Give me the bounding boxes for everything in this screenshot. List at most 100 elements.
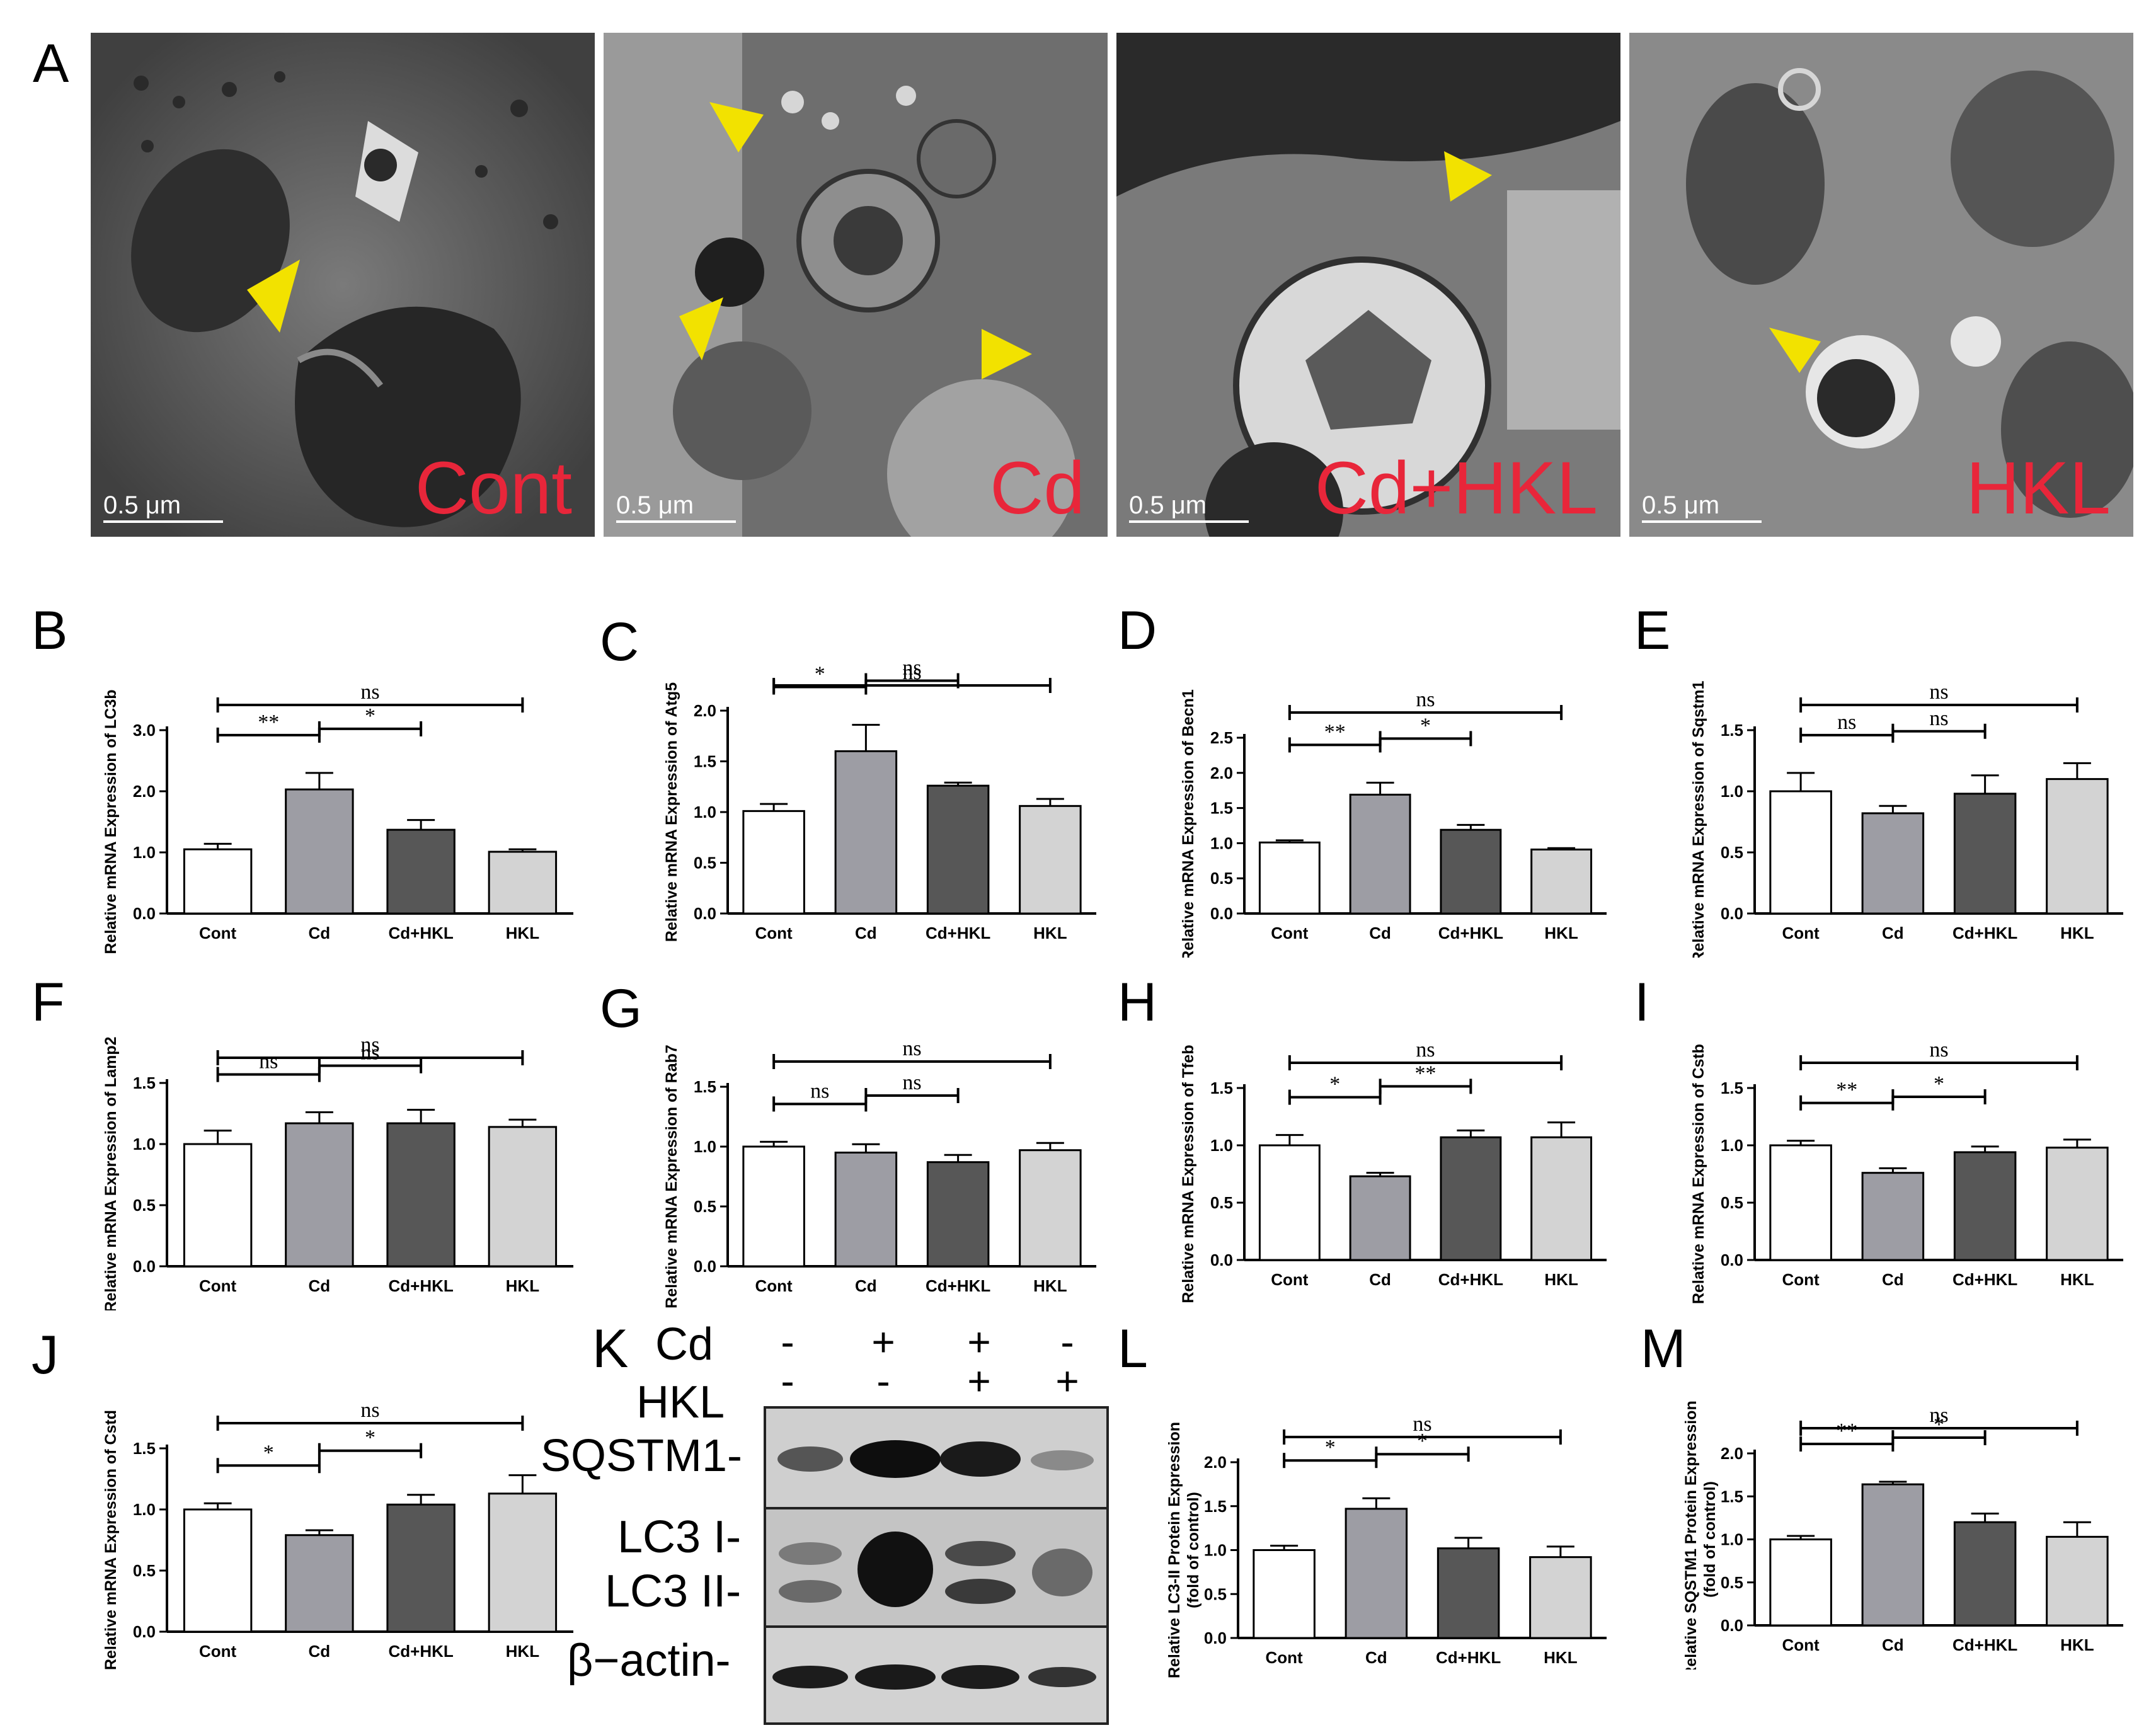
x-tick-label: HKL [1544, 1648, 1578, 1667]
y-tick-label: 0.5 [1204, 1584, 1227, 1603]
scale-bar [1129, 520, 1249, 523]
y-tick-label: 1.5 [133, 1074, 156, 1092]
y-tick-label: 2.0 [1721, 1444, 1743, 1463]
arrowhead-marker [247, 260, 300, 333]
y-tick-label: 1.0 [694, 803, 716, 822]
panel-letter-m: M [1641, 1319, 1686, 1379]
y-tick-label: 0.5 [694, 854, 716, 873]
y-tick-label: 0.5 [1210, 1193, 1233, 1212]
x-tick-label: Cd [855, 1276, 877, 1295]
y-tick-label: 0.0 [1210, 1251, 1233, 1269]
significance-label: ns [259, 1050, 278, 1074]
bar [1530, 848, 1593, 915]
x-tick-label: HKL [2060, 924, 2094, 942]
bar [926, 784, 990, 915]
panel-letter-g: G [600, 978, 642, 1039]
significance-label: * [1329, 1073, 1340, 1096]
x-tick-label: HKL [1033, 924, 1067, 942]
panel-letter-b: B [32, 600, 68, 661]
y-tick-label: 0.0 [133, 1622, 156, 1641]
x-tick-label: HKL [2060, 1635, 2094, 1654]
y-tick-label: 0.5 [1721, 843, 1743, 862]
x-tick-label: HKL [1544, 924, 1578, 942]
bar [1349, 1175, 1411, 1261]
bar-chart-lamp2: Relative mRNA Expression of Lamp2 0.0 0.5 1… [102, 1033, 573, 1310]
x-tick-label: HKL [506, 1642, 540, 1661]
x-tick-label: Cont [1782, 1270, 1820, 1289]
y-axis-label-line: Relative mRNA Expression of Atg5 [663, 682, 680, 942]
x-tick-label: Cd [855, 924, 877, 942]
y-axis-label-line: Relative mRNA Expression of Sqstm1 [1690, 681, 1707, 958]
x-tick-label: HKL [1033, 1276, 1067, 1295]
x-tick-label: Cd+HKL [388, 1276, 453, 1295]
x-tick-label: Cont [755, 1276, 793, 1295]
bar [183, 1508, 253, 1633]
significance-label: ** [258, 711, 279, 734]
scale-bar-label: 0.5 μm [103, 491, 181, 519]
blot-row-label-cd: Cd [655, 1319, 714, 1370]
bar [834, 750, 898, 915]
significance-label: * [1325, 1436, 1336, 1459]
y-tick-label: 1.0 [1721, 782, 1743, 801]
x-tick-label: Cd+HKL [1436, 1648, 1501, 1667]
bar [1953, 793, 2017, 915]
band-label-sqstm1: SQSTM1- [541, 1431, 743, 1481]
y-tick-label: 2.0 [133, 782, 156, 801]
y-tick-label: 1.5 [1204, 1497, 1227, 1516]
significance-label: * [1934, 1072, 1944, 1096]
significance-label: * [1420, 714, 1431, 737]
x-tick-label: HKL [506, 924, 540, 942]
group-label-hkl: HKL [1966, 447, 2111, 530]
panel-letter-d: D [1118, 600, 1157, 661]
bar [1530, 1136, 1593, 1261]
significance-label: ns [1929, 1404, 1948, 1427]
y-axis-label: Relative SQSTM1 Protein Expression(fold … [1682, 1400, 1719, 1669]
significance-label: ** [1836, 1419, 1857, 1443]
bar [1529, 1556, 1592, 1639]
significance-label: ns [1929, 680, 1948, 704]
blot-strip-actin [764, 1625, 1109, 1725]
bar [926, 1161, 990, 1268]
blot-hkl-sign: + [1055, 1358, 1079, 1404]
scale-bar [103, 520, 223, 523]
arrowhead-marker [1444, 151, 1492, 202]
y-axis-label: Relative LC3-II Protein Expression(fold … [1166, 1422, 1202, 1678]
significance-label: ns [360, 1041, 379, 1065]
y-axis-label: Relative mRNA Expression of Lamp2 [102, 1036, 120, 1310]
significance-label: * [365, 704, 376, 728]
x-tick-label: HKL [506, 1276, 540, 1295]
panel-letter-k: K [592, 1319, 629, 1379]
y-tick-label: 0.0 [694, 1257, 716, 1276]
blot-cd-sign: - [781, 1319, 794, 1365]
x-tick-label: Cont [199, 924, 237, 942]
x-tick-label: Cd [309, 1276, 331, 1295]
scale-bar-label: 0.5 μm [1642, 491, 1720, 519]
group-label-cd-hkl: Cd+HKL [1314, 447, 1598, 530]
x-tick-label: Cd+HKL [926, 1276, 990, 1295]
arrowhead-marker [1769, 328, 1821, 373]
y-tick-label: 1.0 [133, 1500, 156, 1519]
bar [488, 1126, 558, 1268]
bar [1258, 1144, 1321, 1261]
band-label-lc3ii: LC3 II- [605, 1566, 742, 1617]
bar-chart-becn1: Relative mRNA Expression of Becn1 0.0 0.5 1… [1179, 688, 1607, 958]
y-tick-label: 1.5 [1721, 721, 1743, 740]
tem-image-hkl: 0.5 μm HKL [1629, 33, 2133, 537]
scale-bar [1642, 520, 1762, 523]
y-tick-label: 0.0 [1210, 904, 1233, 923]
x-tick-label: Cd [1882, 1635, 1904, 1654]
bar [2046, 1147, 2109, 1261]
tem-texture-cd [604, 33, 1108, 537]
panel-letter-i: I [1634, 972, 1649, 1033]
y-axis-label: Relative mRNA Expression of Sqstm1 [1690, 681, 1707, 958]
y-tick-label: 0.5 [1721, 1573, 1743, 1592]
scale-bar-label: 0.5 μm [1129, 491, 1207, 519]
y-axis-label-line: Relative mRNA Expression of Cstb [1690, 1044, 1707, 1304]
band-label-lc3i: LC3 I- [617, 1512, 742, 1562]
y-tick-label: 0.0 [133, 1257, 156, 1276]
y-axis-label-line: (fold of control) [1184, 1492, 1202, 1608]
blot-strip-lc3 [764, 1507, 1109, 1632]
significance-label: ns [1837, 711, 1856, 734]
blot-bands [766, 1628, 1106, 1722]
bar-chart-cstd: Relative mRNA Expression of Cstd 0.0 0.5 1.… [102, 1399, 573, 1670]
